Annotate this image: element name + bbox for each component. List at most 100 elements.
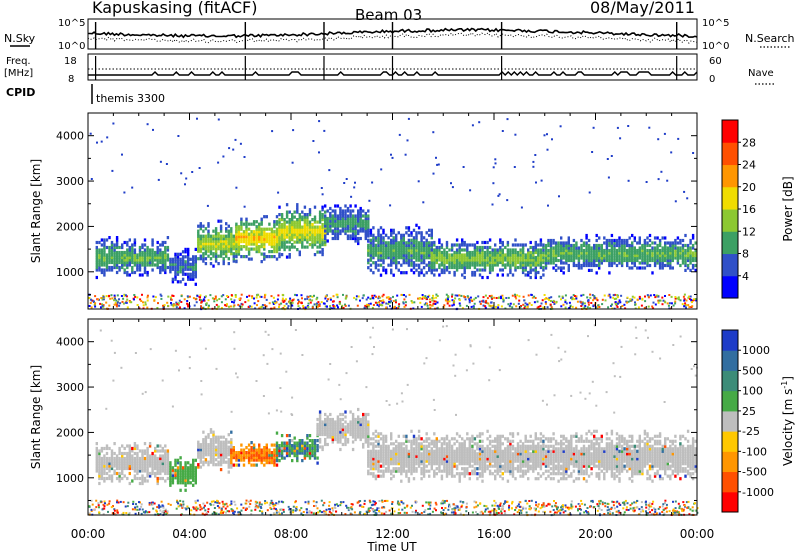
echo-cell xyxy=(359,299,361,302)
echo-cell xyxy=(250,463,253,467)
echo-cell xyxy=(194,468,197,472)
echo-cell xyxy=(341,427,345,432)
echo-cell xyxy=(105,263,109,267)
echo-cell xyxy=(565,241,568,245)
echo-cell xyxy=(105,268,109,272)
echo-cell xyxy=(341,226,345,231)
echo-cell xyxy=(618,256,621,260)
echo-cell xyxy=(410,454,413,458)
echo-cell xyxy=(219,458,223,462)
echo-cell xyxy=(318,420,322,424)
echo-cell xyxy=(417,251,421,255)
echo-cell xyxy=(545,302,547,305)
echo-cell xyxy=(372,442,375,446)
echo-cell xyxy=(237,235,241,239)
echo-cell xyxy=(318,230,322,234)
echo-cell xyxy=(222,294,225,297)
echo-cell xyxy=(422,201,425,204)
echo-cell xyxy=(435,260,438,265)
echo-cell xyxy=(278,240,281,244)
echo-cell xyxy=(273,222,276,226)
echo-cell xyxy=(240,451,243,455)
echo-cell xyxy=(565,302,568,305)
echo-cell xyxy=(615,248,619,253)
echo-cell xyxy=(410,261,413,265)
echo-cell xyxy=(336,427,340,432)
echo-cell xyxy=(278,446,281,450)
echo-cell xyxy=(189,466,192,470)
echo-cell xyxy=(570,248,573,253)
echo-cell xyxy=(202,252,205,256)
echo-cell xyxy=(387,462,390,466)
echo-cell xyxy=(397,454,400,458)
echo-cell xyxy=(116,294,119,297)
echo-cell xyxy=(194,247,197,251)
echo-cell xyxy=(605,251,609,255)
echo-cell xyxy=(306,213,309,217)
echo-cell xyxy=(313,446,317,450)
echo-cell xyxy=(666,263,669,268)
echo-cell xyxy=(374,464,378,468)
echo-cell xyxy=(453,260,456,265)
echo-cell xyxy=(638,297,641,300)
echo-cell xyxy=(400,464,403,468)
echo-cell xyxy=(354,234,357,238)
echo-cell xyxy=(514,260,517,265)
echo-cell xyxy=(509,268,512,272)
echo-cell xyxy=(407,464,411,468)
echo-cell xyxy=(479,302,482,305)
echo-cell xyxy=(298,218,301,222)
echo-cell xyxy=(275,451,279,455)
echo-cell xyxy=(307,302,310,305)
echo-cell xyxy=(113,451,116,456)
echo-cell xyxy=(377,434,380,438)
echo-cell xyxy=(598,258,601,263)
echo-cell xyxy=(341,432,345,437)
echo-cell xyxy=(308,444,312,448)
echo-cell xyxy=(384,251,388,255)
echo-cell xyxy=(402,301,405,304)
echo-cell xyxy=(240,456,243,460)
echo-cell xyxy=(316,430,319,434)
echo-cell xyxy=(230,229,233,233)
echo-cell xyxy=(133,474,137,478)
echo-cell xyxy=(126,451,129,456)
echo-cell xyxy=(326,216,329,221)
echo-cell xyxy=(572,263,576,268)
echo-cell xyxy=(359,420,362,424)
echo-cell xyxy=(402,251,405,255)
echo-cell xyxy=(395,248,398,252)
echo-cell xyxy=(362,430,365,434)
echo-cell xyxy=(207,445,210,449)
echo-cell xyxy=(481,260,484,265)
echo-cell xyxy=(349,410,352,414)
echo-cell xyxy=(263,235,266,239)
echo-cell xyxy=(404,301,407,304)
echo-cell xyxy=(115,263,119,267)
echo-cell xyxy=(217,219,220,223)
nave-tick-low: 0 xyxy=(709,74,715,85)
echo-cell xyxy=(103,258,106,262)
echo-cell xyxy=(618,251,621,255)
echo-cell xyxy=(138,248,142,252)
echo-cell xyxy=(318,422,322,427)
echo-cell xyxy=(603,253,606,258)
echo-cell xyxy=(669,258,672,263)
echo-cell xyxy=(219,468,223,472)
echo-cell xyxy=(458,260,461,265)
echo-cell xyxy=(315,298,318,301)
echo-cell xyxy=(171,466,175,470)
echo-cell xyxy=(633,296,636,299)
echo-cell xyxy=(275,431,279,435)
echo-cell xyxy=(674,300,677,303)
echo-cell xyxy=(237,250,241,254)
echo-cell xyxy=(554,256,558,260)
echo-cell xyxy=(529,255,532,260)
echo-cell xyxy=(133,461,137,466)
echo-cell xyxy=(238,304,241,307)
echo-cell xyxy=(192,265,195,269)
echo-cell xyxy=(354,224,357,228)
echo-cell xyxy=(369,464,373,468)
echo-cell xyxy=(359,219,362,223)
echo-cell xyxy=(154,459,157,463)
